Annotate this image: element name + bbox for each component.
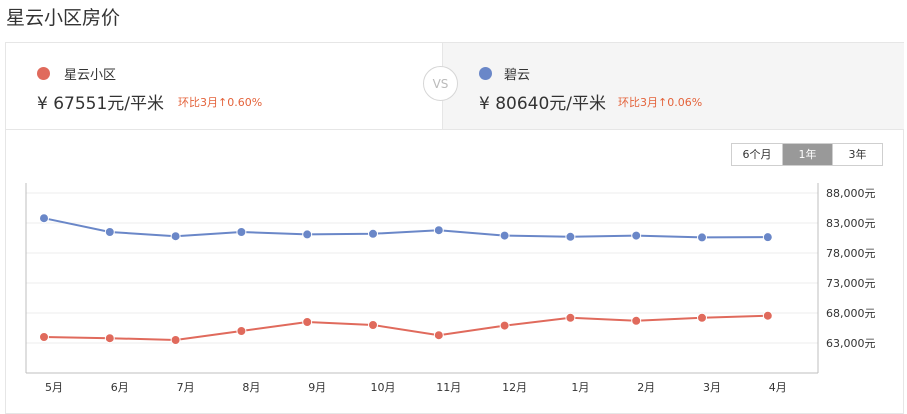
- x-tick-label: 8月: [242, 381, 260, 394]
- data-point: [104, 333, 115, 344]
- data-point: [499, 320, 510, 331]
- y-tick-label: 68,000元: [826, 307, 876, 320]
- series-line-0: [43, 217, 768, 239]
- data-point: [39, 332, 49, 342]
- y-tick-label: 73,000元: [826, 277, 876, 290]
- vs-badge: VS: [423, 66, 458, 101]
- data-point: [302, 317, 313, 327]
- data-point: [236, 227, 247, 237]
- data-point: [368, 228, 378, 239]
- data-point: [631, 230, 642, 241]
- x-tick-label: 2月: [637, 381, 655, 394]
- x-tick-label: 6月: [111, 381, 129, 394]
- data-point: [104, 227, 115, 237]
- x-tick-label: 7月: [177, 381, 195, 394]
- x-tick-label: 11月: [436, 381, 461, 394]
- x-tick-label: 10月: [371, 381, 396, 394]
- data-point: [302, 229, 313, 240]
- x-tick-label: 5月: [45, 381, 63, 394]
- series-dot-left: [37, 67, 50, 80]
- data-point: [368, 320, 378, 330]
- compare-right: 碧云 ¥ 80640元/平米 环比3月↑0.06%: [442, 43, 904, 129]
- compare-left: 星云小区 ¥ 67551元/平米 环比3月↑0.60%: [6, 43, 441, 129]
- data-point: [236, 326, 247, 336]
- x-tick-label: 1月: [571, 381, 589, 394]
- y-tick-label: 88,000元: [826, 187, 876, 200]
- data-point: [565, 312, 576, 323]
- range-3-years-button[interactable]: 3年: [832, 144, 882, 165]
- data-point: [697, 232, 707, 243]
- data-point: [39, 213, 49, 224]
- series-line-1: [43, 314, 768, 342]
- y-tick-label: 63,000元: [826, 337, 876, 350]
- data-point: [170, 335, 181, 345]
- data-point: [433, 330, 444, 341]
- x-tick-label: 4月: [769, 381, 787, 394]
- y-tick-label: 78,000元: [826, 247, 876, 260]
- right-change: 环比3月↑0.06%: [618, 96, 703, 109]
- range-6-months-button[interactable]: 6个月: [732, 144, 782, 165]
- data-point: [499, 230, 510, 241]
- price-panel: 星云小区 ¥ 67551元/平米 环比3月↑0.60% 碧云 ¥ 80640元/…: [5, 42, 904, 414]
- x-tick-label: 9月: [308, 381, 326, 394]
- right-price: ¥ 80640元/平米: [479, 94, 607, 114]
- data-point: [762, 232, 773, 243]
- right-name: 碧云: [504, 68, 531, 83]
- range-toggle: 6个月 1年 3年: [731, 143, 883, 166]
- left-name: 星云小区: [64, 68, 117, 83]
- page-title: 星云小区房价: [6, 7, 121, 29]
- y-tick-label: 83,000元: [826, 217, 876, 230]
- data-point: [433, 225, 444, 236]
- data-point: [762, 310, 773, 321]
- data-point: [170, 231, 181, 242]
- left-price: ¥ 67551元/平米: [37, 94, 165, 114]
- left-change: 环比3月↑0.60%: [178, 96, 263, 109]
- data-point: [697, 312, 707, 323]
- series-dot-right: [479, 67, 492, 80]
- range-1-year-button[interactable]: 1年: [782, 144, 832, 165]
- x-tick-label: 12月: [502, 381, 527, 394]
- compare-header: 星云小区 ¥ 67551元/平米 环比3月↑0.60% 碧云 ¥ 80640元/…: [6, 43, 904, 130]
- data-point: [565, 231, 576, 242]
- x-tick-label: 3月: [703, 381, 721, 394]
- data-point: [631, 315, 642, 326]
